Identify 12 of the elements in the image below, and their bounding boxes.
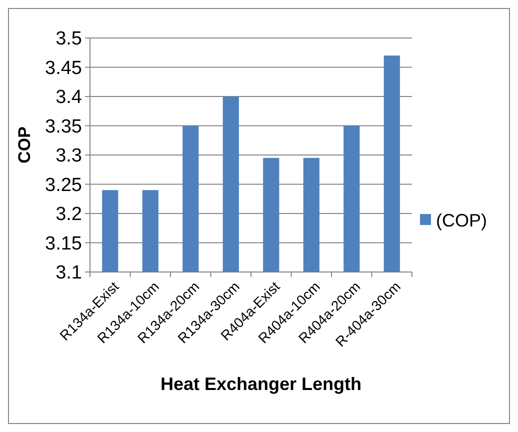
y-tick-label: 3.3 [56, 146, 82, 167]
y-tick-label: 3.15 [45, 233, 82, 254]
legend-label: (COP) [436, 210, 487, 230]
x-axis-title: Heat Exchanger Length [160, 374, 362, 394]
y-tick-label: 3.4 [56, 87, 82, 108]
y-tick-label: 3.35 [45, 116, 82, 138]
y-axis-title: COP [15, 126, 34, 164]
y-tick-label: 3.25 [45, 174, 82, 196]
y-tick-label: 3.5 [56, 28, 82, 50]
y-tick-label: 3.1 [56, 262, 82, 284]
y-tick-label: 3.45 [45, 58, 82, 79]
y-tick-label: 3.2 [56, 204, 82, 226]
